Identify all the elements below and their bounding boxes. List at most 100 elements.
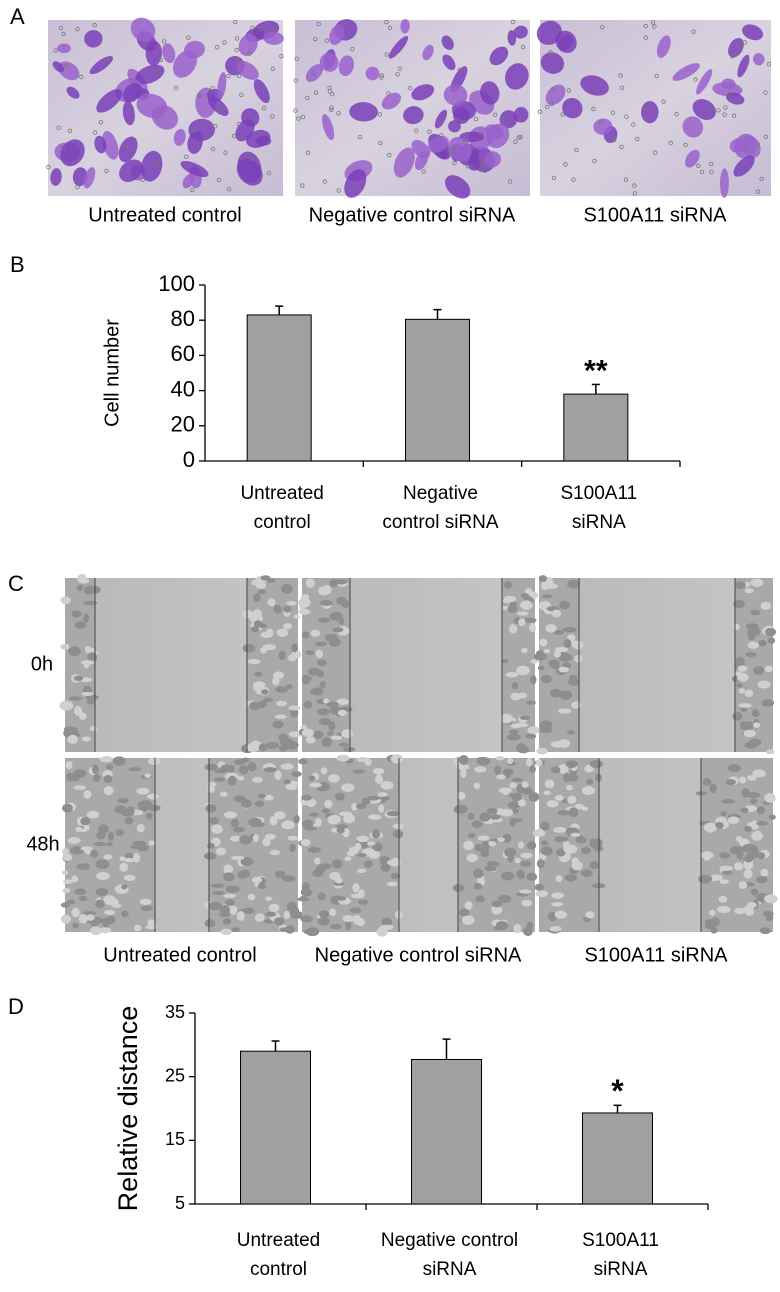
cell xyxy=(750,578,764,587)
cell xyxy=(761,699,775,707)
cell xyxy=(497,837,505,842)
particle xyxy=(462,138,468,143)
cell xyxy=(497,894,512,903)
cell xyxy=(458,908,470,917)
cell xyxy=(544,779,555,789)
y-tick-label: 100 xyxy=(158,271,195,296)
cell xyxy=(337,709,347,717)
cell xyxy=(173,128,186,146)
cell xyxy=(78,578,90,584)
particle xyxy=(293,78,298,83)
cell xyxy=(551,902,564,907)
cell xyxy=(471,820,483,829)
particle xyxy=(755,142,761,147)
particle xyxy=(652,150,658,155)
cell xyxy=(68,646,81,657)
cell xyxy=(380,780,394,790)
cell xyxy=(222,918,232,925)
cell xyxy=(367,795,380,801)
cell xyxy=(330,923,342,930)
cell xyxy=(72,922,79,929)
cell xyxy=(241,907,255,914)
cell xyxy=(570,832,581,837)
particle xyxy=(610,110,616,115)
cell xyxy=(356,853,367,858)
cell xyxy=(475,895,485,903)
cell xyxy=(721,799,736,804)
particle xyxy=(723,105,728,110)
cell xyxy=(288,705,301,711)
cell xyxy=(291,650,302,659)
cell xyxy=(299,604,306,611)
cell xyxy=(298,758,308,765)
cell xyxy=(319,680,326,689)
particle xyxy=(377,112,382,117)
cell xyxy=(744,689,754,698)
cell xyxy=(720,168,729,198)
cell xyxy=(326,701,339,708)
cell xyxy=(84,30,103,48)
cell xyxy=(329,705,340,715)
particle xyxy=(208,89,213,94)
particle xyxy=(63,63,69,69)
cell xyxy=(521,781,529,788)
cell xyxy=(519,860,532,867)
cell xyxy=(489,46,509,66)
cell xyxy=(331,859,343,869)
cell xyxy=(62,848,70,856)
cell xyxy=(267,598,276,607)
cell xyxy=(313,730,324,739)
cell xyxy=(305,927,320,937)
cell xyxy=(562,841,571,849)
cell xyxy=(557,809,571,816)
cell xyxy=(76,584,84,592)
caption: Negative control siRNA xyxy=(315,944,522,966)
cell xyxy=(372,829,381,839)
cell xyxy=(140,150,163,182)
cell xyxy=(516,611,529,616)
cell xyxy=(290,708,299,718)
cell xyxy=(700,851,714,859)
cell xyxy=(529,622,536,633)
cell xyxy=(473,868,484,879)
cell xyxy=(253,79,270,104)
cell xyxy=(239,765,249,775)
cell xyxy=(86,914,95,921)
cell xyxy=(538,575,547,583)
cell xyxy=(319,718,332,726)
cell xyxy=(250,626,260,633)
cell xyxy=(272,677,280,686)
cell xyxy=(76,863,90,870)
cell xyxy=(233,795,246,803)
cell xyxy=(309,782,322,788)
cell xyxy=(75,826,83,832)
particle xyxy=(708,161,714,167)
cell xyxy=(130,17,156,42)
cell xyxy=(566,730,576,735)
cell xyxy=(511,777,523,782)
particle xyxy=(696,163,701,169)
particle xyxy=(236,59,242,65)
cell xyxy=(84,645,91,654)
cell xyxy=(491,900,503,908)
particle xyxy=(623,177,629,182)
particle xyxy=(226,73,231,79)
cell xyxy=(756,806,765,815)
cell xyxy=(203,852,217,860)
cell xyxy=(119,159,144,182)
cell xyxy=(580,75,609,96)
cell xyxy=(752,722,761,729)
cell xyxy=(746,775,757,781)
cell xyxy=(249,701,261,711)
panel-label: C xyxy=(8,571,24,596)
particle xyxy=(61,31,66,37)
particle xyxy=(735,44,740,49)
cell xyxy=(540,846,553,856)
particle xyxy=(691,29,696,34)
particle xyxy=(693,77,698,82)
x-tick-label: control xyxy=(254,512,311,533)
cell xyxy=(71,610,82,618)
cell xyxy=(641,101,659,124)
cell xyxy=(480,81,500,105)
cell xyxy=(172,50,198,78)
